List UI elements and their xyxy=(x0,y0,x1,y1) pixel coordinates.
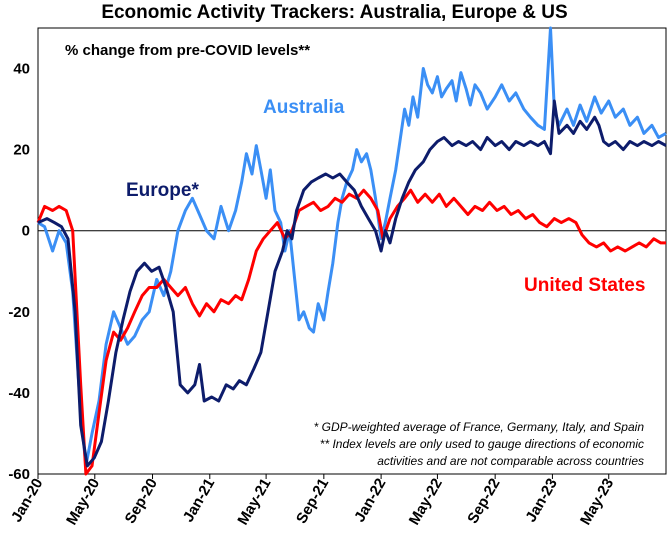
y-tick-label: 0 xyxy=(22,223,30,240)
y-axis: 40 20 0 -20 -40 -60 xyxy=(8,61,30,483)
chart-title: Economic Activity Trackers: Australia, E… xyxy=(101,2,568,23)
note-1: * GDP-weighted average of France, German… xyxy=(314,420,645,434)
note-2: ** Index levels are only used to gauge d… xyxy=(320,437,644,451)
label-australia: Australia xyxy=(263,97,345,118)
label-europe: Europe* xyxy=(126,180,199,201)
x-tick-label: Jan-22 xyxy=(351,476,389,526)
x-tick-label: May-20 xyxy=(63,476,103,529)
note-3: activities and are not comparable across… xyxy=(377,454,644,468)
x-axis: Jan-20 May-20 Sep-20 Jan-21 May-21 Sep-21 Jan-… xyxy=(8,474,617,528)
x-tick-label: May-22 xyxy=(406,476,446,529)
series-lines xyxy=(36,26,667,476)
chart-subtitle: % change from pre-COVID levels** xyxy=(65,42,310,59)
x-tick-label: Sep-20 xyxy=(122,476,161,527)
x-tick-label: May-23 xyxy=(577,476,617,529)
plot-border xyxy=(37,27,667,475)
series-line-europe xyxy=(37,99,667,468)
x-tick-label: May-21 xyxy=(234,476,274,529)
x-tick-label: Sep-22 xyxy=(464,475,503,526)
y-tick-label: -20 xyxy=(8,304,30,321)
series-line-australia xyxy=(37,26,667,468)
y-tick-label: 40 xyxy=(13,61,30,78)
x-tick-label: Jan-23 xyxy=(522,476,560,526)
y-tick-label: -40 xyxy=(8,385,30,402)
x-tick-label: Jan-21 xyxy=(180,476,218,526)
y-tick-label: 20 xyxy=(13,142,30,159)
series-line-united-states xyxy=(36,188,666,476)
label-united-states: United States xyxy=(524,275,645,296)
x-tick-label: Sep-21 xyxy=(293,476,332,527)
y-tick-label: -60 xyxy=(8,466,30,483)
